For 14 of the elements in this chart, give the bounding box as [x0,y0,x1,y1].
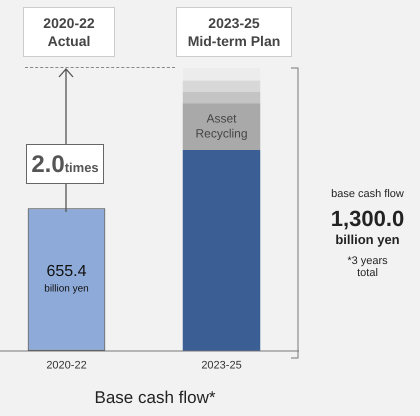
annotation: 2.0times [31,151,99,179]
text: Mid-term Plan [188,33,280,49]
series-label: Asset Recycling [195,111,248,140]
data-label: 655.4 billion yen [44,262,89,294]
text: base cash flow [330,188,405,200]
x-axis-title: Base cash flow* [94,388,216,408]
category-label: 2020-22 [46,359,87,372]
text: *3 years total [346,255,389,279]
bar [182,92,260,104]
category-label: 2023-25 [201,359,242,372]
text: Actual [48,33,90,49]
text: 1,300.0 billion yen [330,206,406,247]
bar [182,103,260,150]
bar [182,150,260,351]
